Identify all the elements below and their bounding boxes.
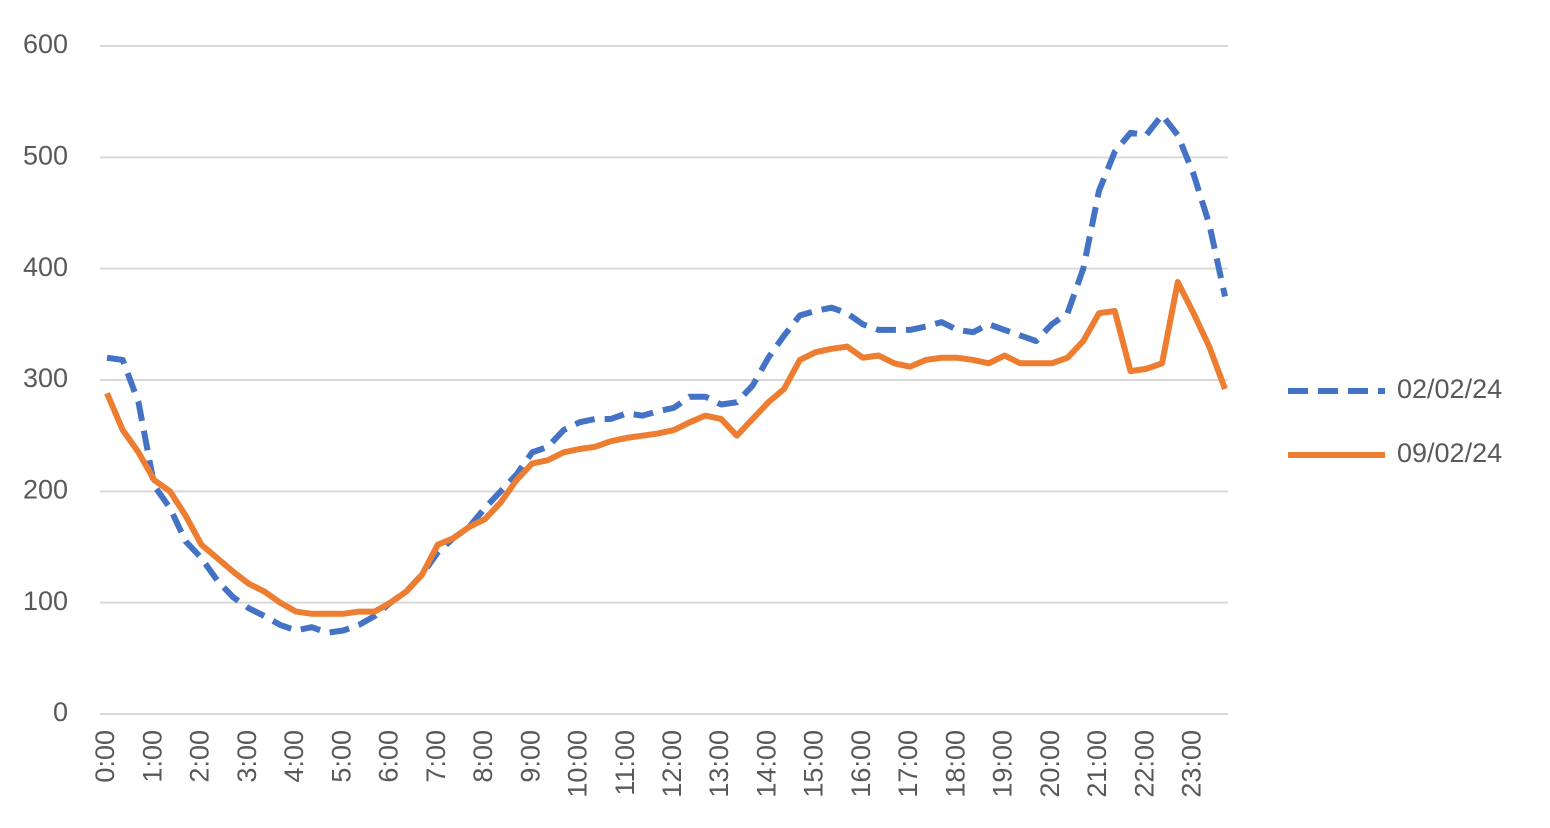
x-tick-label: 7:00 bbox=[421, 730, 451, 783]
x-tick-label: 10:00 bbox=[563, 730, 593, 798]
x-tick-label: 1:00 bbox=[137, 730, 167, 783]
x-tick-label: 16:00 bbox=[846, 730, 876, 798]
x-tick-label: 15:00 bbox=[799, 730, 829, 798]
x-tick-label: 21:00 bbox=[1082, 730, 1112, 798]
x-tick-label: 9:00 bbox=[515, 730, 545, 783]
y-tick-label: 100 bbox=[23, 586, 68, 616]
x-tick-label: 18:00 bbox=[940, 730, 970, 798]
x-tick-label: 11:00 bbox=[610, 730, 640, 796]
y-tick-label: 600 bbox=[23, 29, 68, 59]
series-line bbox=[104, 279, 1228, 617]
x-tick-label: 8:00 bbox=[468, 730, 498, 783]
x-tick-label: 5:00 bbox=[326, 730, 356, 783]
y-tick-label: 0 bbox=[53, 697, 68, 727]
y-tick-label: 400 bbox=[23, 252, 68, 282]
x-tick-label: 0:00 bbox=[90, 730, 120, 783]
legend-label: 02/02/24 bbox=[1397, 374, 1502, 404]
x-tick-label: 14:00 bbox=[751, 730, 781, 798]
x-tick-label: 6:00 bbox=[374, 730, 404, 783]
x-tick-label: 12:00 bbox=[657, 730, 687, 798]
x-tick-label: 23:00 bbox=[1177, 730, 1207, 798]
x-tick-label: 3:00 bbox=[232, 730, 262, 783]
x-tick-label: 4:00 bbox=[279, 730, 309, 783]
x-tick-label: 17:00 bbox=[893, 730, 923, 798]
y-tick-label: 500 bbox=[23, 140, 68, 170]
y-tick-label: 200 bbox=[23, 474, 68, 504]
x-tick-label: 2:00 bbox=[185, 730, 215, 783]
y-tick-label: 300 bbox=[23, 363, 68, 393]
x-tick-label: 13:00 bbox=[704, 730, 734, 798]
series-line bbox=[106, 112, 1228, 636]
x-tick-label: 20:00 bbox=[1035, 730, 1065, 798]
x-tick-label: 22:00 bbox=[1129, 730, 1159, 798]
legend-label: 09/02/24 bbox=[1397, 438, 1502, 468]
x-tick-label: 19:00 bbox=[988, 730, 1018, 798]
